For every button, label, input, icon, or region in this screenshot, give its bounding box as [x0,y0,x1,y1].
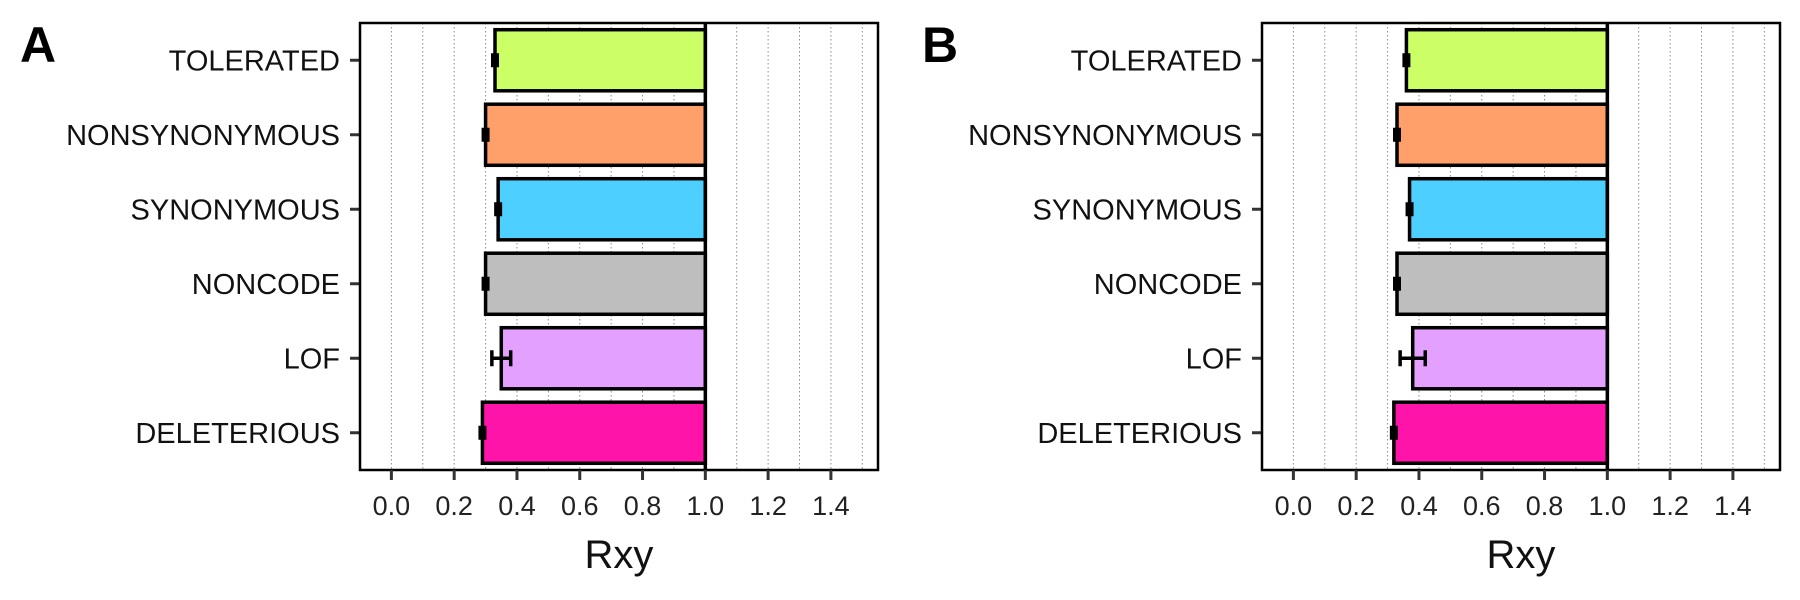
category-label: SYNONYMOUS [131,194,340,226]
error-bar-noncode [481,276,490,291]
panel-letter: A [20,17,56,73]
error-bar-synonymous [494,202,503,217]
x-tick-label: 0.8 [624,491,662,521]
x-axis-title: Rxy [1487,533,1556,577]
error-bar-tolerated [1402,53,1411,68]
error-bar-synonymous [1405,202,1414,217]
x-tick-label: 1.2 [749,491,787,521]
plot-frame [1260,21,1782,472]
error-bar-nonsynonymous [481,127,490,142]
x-tick-label: 1.4 [1714,491,1752,521]
panel-letter: B [922,17,958,73]
error-bar-deleterious [1389,425,1398,440]
bar-tolerated [493,27,708,93]
category-label: TOLERATED [169,45,340,77]
bar-nonsynonymous [1395,102,1610,168]
category-label: DELETERIOUS [1037,418,1242,450]
error-bar-deleterious [478,425,487,440]
bar-noncode [1395,251,1610,317]
bar-deleterious [480,400,708,466]
error-bar-lof [1398,350,1427,367]
bar-lof [1410,325,1610,391]
x-tick-label: 0.0 [1275,491,1313,521]
x-tick-label: 1.2 [1651,491,1689,521]
category-label: NONSYNONYMOUS [968,120,1242,152]
category-label: LOF [1186,343,1242,375]
error-bar-lof [490,350,513,367]
x-tick-label: 1.0 [1589,491,1627,521]
x-tick-label: 1.0 [687,491,725,521]
x-tick-label: 0.4 [1400,491,1438,521]
chart-panel-b: B TOLERATED NONSYNONYMOUS SYNONYMOUS NONCODE… [922,17,1782,577]
error-bar-noncode [1392,276,1401,291]
plot-frame [358,21,880,472]
bar-synonymous [1407,176,1610,242]
chart-panel-a: A TOLERATED NONSYNONYMOUS SYNONYMOUS NONCODE… [20,17,880,577]
bar-synonymous [496,176,708,242]
category-label: SYNONYMOUS [1033,194,1242,226]
x-axis-title: Rxy [585,533,654,577]
x-tick-label: 0.6 [1463,491,1501,521]
bar-noncode [483,251,708,317]
x-tick-label: 0.0 [373,491,411,521]
category-label: DELETERIOUS [135,418,340,450]
category-label: NONCODE [1094,269,1242,301]
category-label: LOF [284,343,340,375]
bar-nonsynonymous [483,102,708,168]
x-tick-label: 0.6 [561,491,599,521]
x-tick-label: 0.2 [435,491,473,521]
category-label: NONSYNONYMOUS [66,120,340,152]
x-tick-label: 0.4 [498,491,536,521]
error-bar-nonsynonymous [1392,127,1401,142]
bar-tolerated [1404,27,1610,93]
error-bar-tolerated [490,53,499,68]
category-label: TOLERATED [1071,45,1242,77]
x-tick-label: 1.4 [812,491,850,521]
bar-deleterious [1392,400,1610,466]
x-tick-label: 0.8 [1526,491,1564,521]
category-label: NONCODE [192,269,340,301]
bar-lof [499,325,708,391]
x-tick-label: 0.2 [1337,491,1375,521]
